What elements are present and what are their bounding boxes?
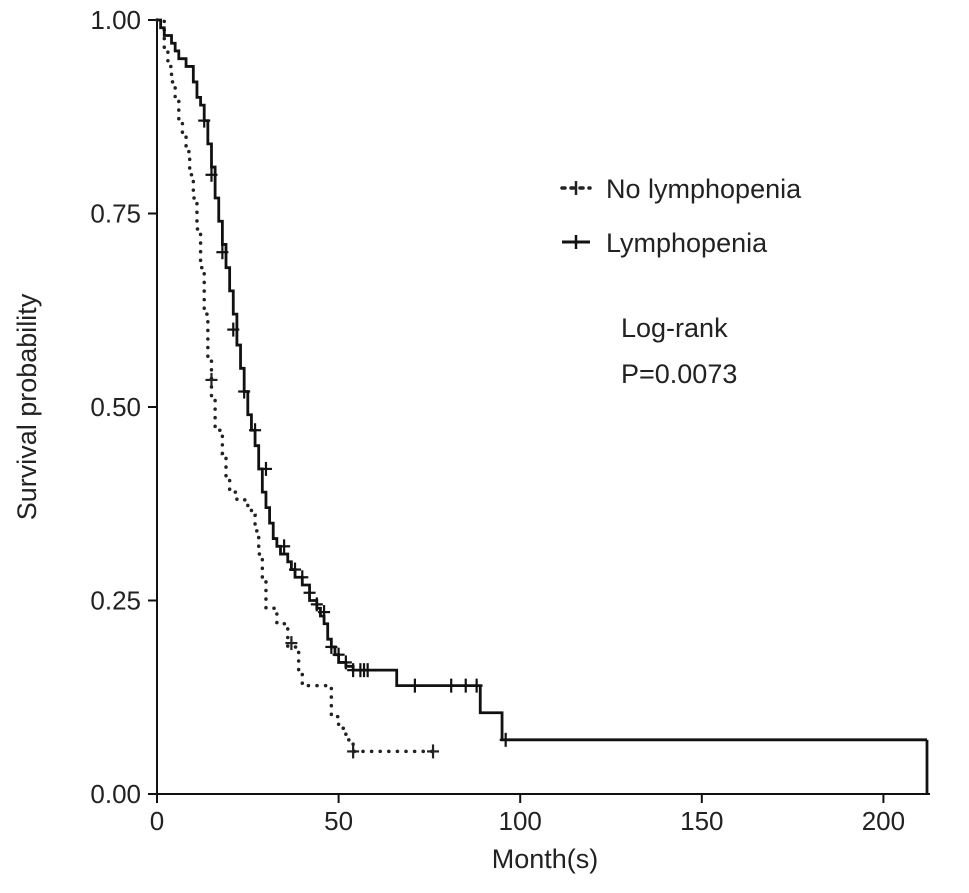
censor-mark bbox=[205, 372, 218, 387]
censor-mark bbox=[249, 423, 262, 438]
censor-mark bbox=[347, 744, 360, 759]
censor-mark bbox=[459, 678, 472, 693]
x-axis-label: Month(s) bbox=[492, 844, 599, 874]
censor-mark bbox=[205, 167, 218, 182]
censor-mark bbox=[318, 605, 331, 620]
series-layer bbox=[155, 18, 929, 794]
censor-mark bbox=[216, 245, 229, 260]
censor-mark bbox=[325, 639, 338, 654]
log-rank-annotation: Log-rank P=0.0073 bbox=[621, 313, 737, 389]
censor-mark bbox=[303, 585, 316, 600]
censor-mark bbox=[499, 732, 512, 747]
axes bbox=[156, 20, 930, 795]
censor-mark bbox=[227, 322, 240, 337]
x-ticks: 0 50 100 150 200 bbox=[150, 794, 905, 836]
censor-mark bbox=[278, 539, 291, 554]
censor-mark bbox=[259, 461, 272, 476]
legend-label-no-lymphopenia: No lymphopenia bbox=[606, 174, 802, 204]
y-tick-label: 0.25 bbox=[90, 586, 141, 616]
censor-mark bbox=[198, 113, 211, 128]
legend-item-no-lymphopenia: No lymphopenia bbox=[560, 174, 802, 204]
series-line-no-lymphopenia bbox=[155, 18, 435, 754]
legend: No lymphopenia Lymphopenia bbox=[560, 174, 802, 258]
censor-mark bbox=[408, 678, 421, 693]
legend-label-lymphopenia: Lymphopenia bbox=[606, 228, 768, 258]
censor-mark bbox=[445, 678, 458, 693]
y-tick-label: 0.00 bbox=[90, 779, 141, 809]
censor-mark bbox=[310, 597, 323, 612]
y-tick-label: 0.75 bbox=[90, 199, 141, 229]
annotation-line-1: Log-rank bbox=[621, 313, 728, 343]
x-tick-label: 200 bbox=[862, 806, 905, 836]
censor-mark bbox=[332, 647, 345, 662]
censor-mark bbox=[470, 678, 483, 693]
x-tick-label: 0 bbox=[150, 806, 164, 836]
x-tick-label: 100 bbox=[499, 806, 542, 836]
y-ticks: 0.00 0.25 0.50 0.75 1.00 bbox=[90, 5, 157, 809]
censor-mark bbox=[238, 384, 251, 399]
censor-mark bbox=[361, 663, 374, 678]
censor-mark bbox=[285, 636, 298, 651]
censor-mark bbox=[296, 570, 309, 585]
legend-item-lymphopenia: Lymphopenia bbox=[562, 228, 768, 258]
series-line-lymphopenia bbox=[157, 18, 927, 742]
y-tick-label: 0.50 bbox=[90, 392, 141, 422]
y-axis-label: Survival probability bbox=[12, 293, 42, 520]
y-tick-label: 1.00 bbox=[90, 5, 141, 35]
annotation-line-2: P=0.0073 bbox=[621, 359, 737, 389]
censor-mark bbox=[427, 744, 440, 759]
x-tick-label: 50 bbox=[324, 806, 353, 836]
x-tick-label: 150 bbox=[680, 806, 723, 836]
censor-mark bbox=[289, 562, 302, 577]
censor-mark bbox=[339, 655, 352, 670]
